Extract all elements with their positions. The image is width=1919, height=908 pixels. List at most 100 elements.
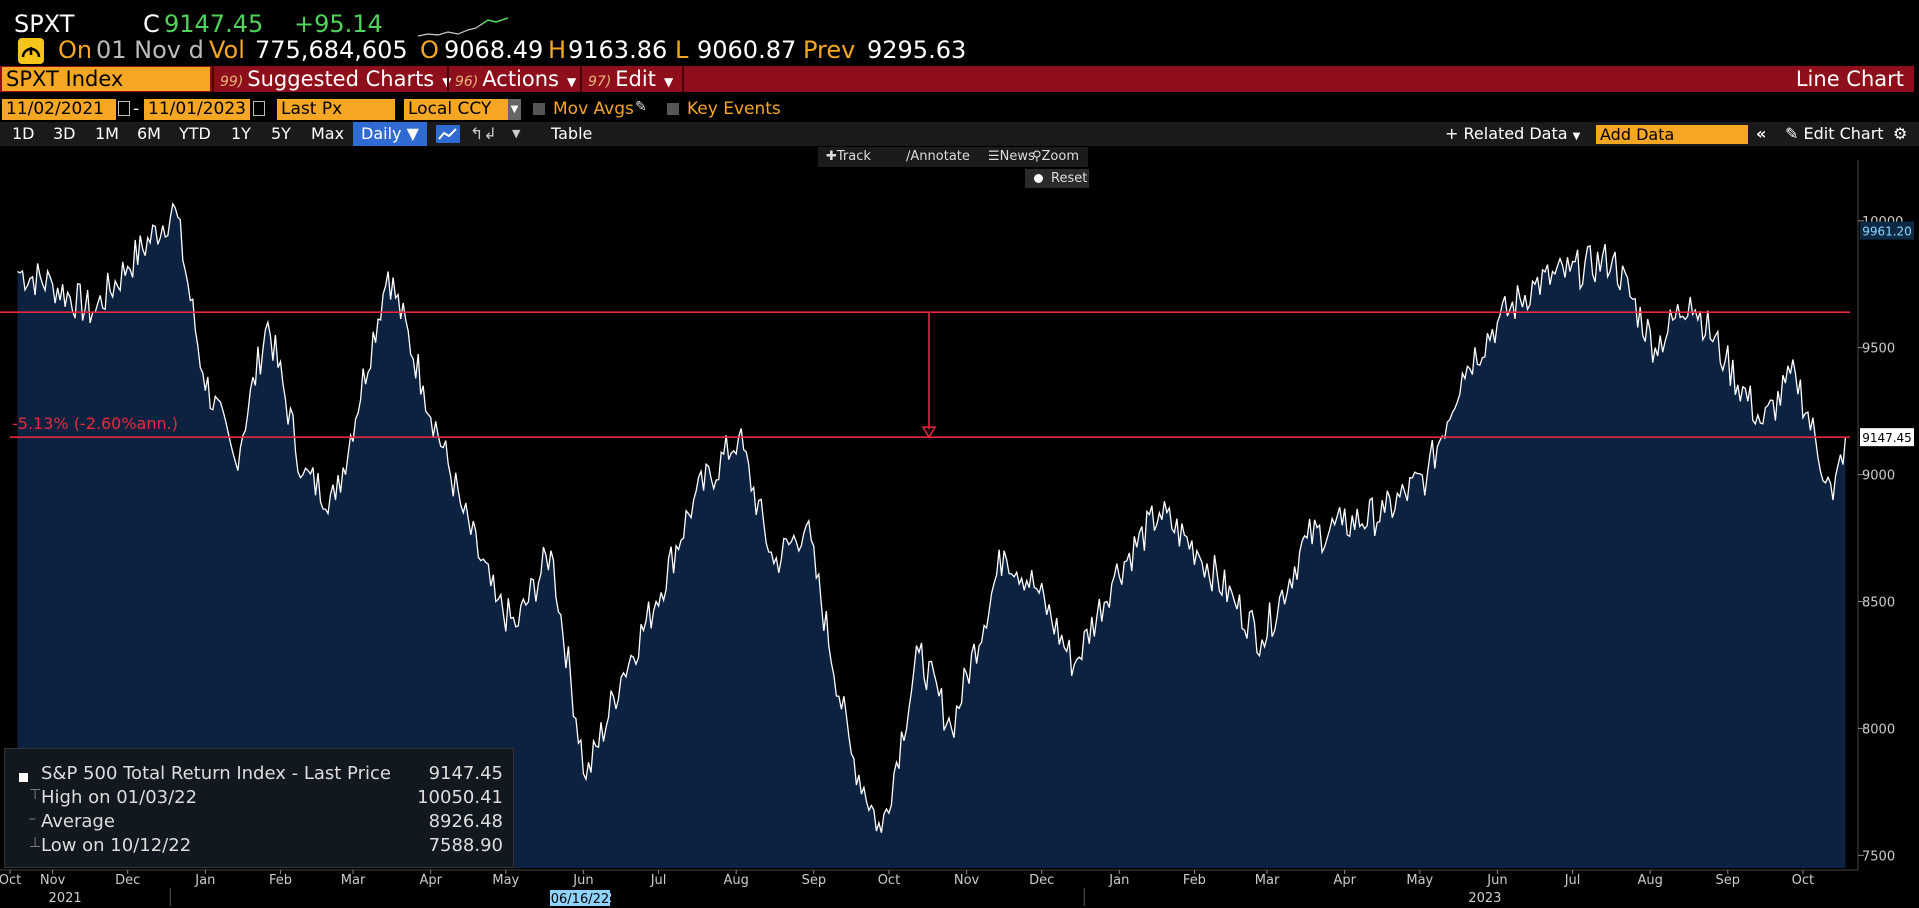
speedometer-icon[interactable] xyxy=(18,38,44,64)
range-3d[interactable]: 3D xyxy=(53,124,76,143)
x-tick-label: May xyxy=(492,873,519,888)
news-tool[interactable]: ☰ News xyxy=(988,149,1035,164)
reset-button[interactable]: Reset xyxy=(1025,169,1089,188)
legend-high-value: 10050.41 xyxy=(417,787,503,808)
track-tool[interactable]: ✚ Track xyxy=(826,149,871,164)
series-line xyxy=(17,201,1847,833)
add-data-input[interactable]: Add Data xyxy=(1596,125,1748,144)
x-tick-label: Sep xyxy=(1716,873,1741,888)
year-label: 2021 xyxy=(49,891,82,906)
annotate-tool[interactable]: ∕ Annotate xyxy=(906,149,970,164)
function-toolbar: 99)Suggested Charts▼ 96)Actions▼ 97)Edit… xyxy=(0,66,1914,92)
quote-date: 01 Nov d xyxy=(96,36,204,64)
ticker-symbol: SPXT xyxy=(14,10,75,38)
y-tick-label: 8500 xyxy=(1862,595,1895,610)
x-tick-label: Oct xyxy=(0,873,21,888)
open-label: O xyxy=(420,36,439,64)
related-data-menu[interactable]: + Related Data ▼ xyxy=(1445,124,1581,143)
mov-avgs-checkbox[interactable] xyxy=(533,103,545,115)
date-separator: - xyxy=(133,99,140,119)
legend-low-value: 7588.90 xyxy=(428,835,503,856)
gear-icon[interactable]: ⚙ xyxy=(1893,124,1908,143)
x-tick-label: Apr xyxy=(419,873,442,888)
low-value: 9060.87 xyxy=(697,36,797,64)
key-events-label: Key Events xyxy=(687,99,781,119)
collapse-icon[interactable]: « xyxy=(1756,124,1767,143)
table-button[interactable]: Table xyxy=(551,124,593,143)
x-tick-label: Mar xyxy=(1255,873,1280,888)
measure-label: -5.13% (-2.60%ann.) xyxy=(12,414,178,433)
prev-label: Prev xyxy=(803,36,856,64)
edit-chart-button[interactable]: ✎ Edit Chart xyxy=(1785,124,1884,143)
x-tick-label: Nov xyxy=(40,873,66,888)
range-1m[interactable]: 1M xyxy=(95,124,119,143)
legend-avg-value: 8926.48 xyxy=(428,811,503,832)
x-tick-label: Mar xyxy=(341,873,366,888)
zoom-tool[interactable]: ⚲ Zoom xyxy=(1032,149,1080,164)
line-chart-icon[interactable] xyxy=(436,125,460,143)
last-price: 9147.45 xyxy=(164,10,264,38)
x-tick-label: Jan xyxy=(194,873,215,888)
legend-series-value: 9147.45 xyxy=(428,763,503,784)
security-input[interactable]: SPXT Index xyxy=(2,67,210,91)
y-tick-label: 9500 xyxy=(1862,342,1895,357)
actions-menu[interactable]: 96) Actions ▼ xyxy=(455,67,577,91)
measure-arrowhead-icon xyxy=(921,426,937,439)
x-tick-label: Nov xyxy=(954,873,980,888)
price-field-select[interactable]: Last Px xyxy=(277,99,395,120)
x-tick-label: Aug xyxy=(1637,873,1662,888)
vol-label: Vol xyxy=(209,36,245,64)
series-area xyxy=(17,203,1846,869)
y-tick-label: 9000 xyxy=(1862,469,1895,484)
y-tick-label: 8000 xyxy=(1862,722,1895,737)
edit-menu[interactable]: 97) Edit ▼ xyxy=(588,67,674,91)
chevron-down-icon[interactable]: ▼ xyxy=(508,99,521,120)
open-value: 9068.49 xyxy=(444,36,544,64)
x-tick-label: Sep xyxy=(802,873,827,888)
x-tick-label: Jun xyxy=(1486,873,1507,888)
low-marker-icon: ⊥ xyxy=(29,835,42,851)
x-tick-label: Oct xyxy=(1792,873,1814,888)
x-tick-label: Jun xyxy=(572,873,593,888)
range-6m[interactable]: 6M xyxy=(137,124,161,143)
range-1d[interactable]: 1D xyxy=(12,124,35,143)
on-label: On xyxy=(58,36,93,64)
prev-value: 9295.63 xyxy=(867,36,967,64)
series-swatch-icon xyxy=(19,773,28,782)
range-1y[interactable]: 1Y xyxy=(231,124,251,143)
range-bar: 1D 3D 1M 6M YTD 1Y 5Y Max Daily ▼ ↰↲ ▼ T… xyxy=(0,122,1919,146)
period-select[interactable]: Daily ▼ xyxy=(353,122,427,146)
x-tick-label: Feb xyxy=(1183,873,1206,888)
pencil-icon[interactable]: ✎ xyxy=(635,99,647,115)
low-label: L xyxy=(675,36,689,64)
suggested-charts-menu[interactable]: 99)Suggested Charts▼ xyxy=(220,67,452,91)
chart-legend: S&P 500 Total Return Index - Last Price … xyxy=(4,748,514,868)
vol-value: 775,684,605 xyxy=(255,36,408,64)
end-date-field[interactable]: 11/01/2023 xyxy=(144,99,250,120)
quote-header: SPXT C 9147.45 +95.14 xyxy=(0,4,1919,38)
chevron-down-icon[interactable]: ▼ xyxy=(512,127,521,140)
crosshair-date-label: 06/16/22 xyxy=(551,892,609,907)
y-tick-label: 7500 xyxy=(1862,849,1895,864)
range-5y[interactable]: 5Y xyxy=(271,124,291,143)
x-tick-label: Jul xyxy=(1564,873,1581,888)
close-flag: C xyxy=(143,10,160,38)
calendar-icon[interactable] xyxy=(253,101,265,116)
calendar-icon[interactable] xyxy=(118,101,130,116)
year-label: 2023 xyxy=(1468,891,1501,906)
start-date-field[interactable]: 11/02/2021 xyxy=(2,99,116,120)
average-marker-icon: – xyxy=(29,811,36,827)
key-events-checkbox[interactable] xyxy=(667,103,679,115)
x-tick-label: Apr xyxy=(1333,873,1356,888)
chart-options: 11/02/2021 - 11/01/2023 Last Px Local CC… xyxy=(0,99,1919,121)
range-ytd[interactable]: YTD xyxy=(179,124,211,143)
sparkline-icon xyxy=(418,17,508,37)
legend-avg-label: Average xyxy=(41,811,115,832)
range-max[interactable]: Max xyxy=(311,124,345,143)
legend-low-label: Low on 10/12/22 xyxy=(41,835,192,856)
high-marker-icon: ⊤ xyxy=(29,787,42,803)
bar-chart-icon[interactable]: ↰↲ xyxy=(470,124,497,143)
currency-select[interactable]: Local CCY xyxy=(404,99,510,120)
price-change: +95.14 xyxy=(294,10,383,38)
